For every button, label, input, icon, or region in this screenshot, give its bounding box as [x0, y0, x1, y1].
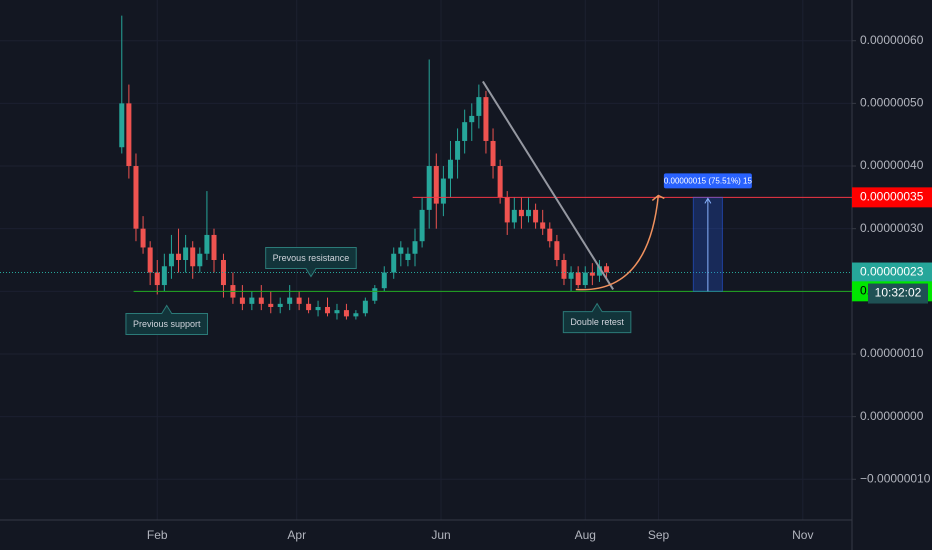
callout-text: Previous support	[133, 319, 201, 329]
candle-body	[483, 97, 489, 141]
callout-box	[562, 302, 632, 334]
x-tick-label: Jun	[431, 528, 450, 542]
candle-body	[391, 253, 397, 273]
callout-text: Prevous resistance	[273, 253, 350, 263]
candle-body	[239, 297, 245, 304]
countdown-bg	[868, 283, 928, 304]
candle-body	[476, 97, 482, 116]
candle-body	[561, 260, 567, 279]
callout-box	[265, 247, 357, 278]
candle-body	[381, 272, 387, 289]
candle-body	[447, 159, 453, 179]
candle-body	[433, 166, 439, 204]
candle-body	[575, 272, 581, 286]
candle-body	[126, 103, 132, 167]
callout: Prevous resistance	[265, 247, 357, 278]
candle-body	[220, 260, 226, 286]
candle-body	[211, 234, 217, 260]
candle-body	[190, 247, 196, 267]
candle-body	[325, 306, 331, 314]
candle-body	[426, 166, 432, 210]
candle-body	[296, 297, 302, 304]
candle-body	[258, 297, 264, 304]
candle-body	[547, 228, 553, 242]
y-tick-label: 0.00000010	[860, 346, 924, 360]
candle-body	[362, 300, 368, 314]
candle-body	[287, 297, 293, 304]
y-tick-label: 0.00000060	[860, 33, 924, 47]
candle-body	[412, 241, 418, 254]
candle-body	[334, 310, 340, 314]
candle-body	[398, 247, 404, 254]
candle-body	[497, 166, 503, 198]
y-tick-label: 0.00000030	[860, 221, 924, 235]
projection-arrow	[575, 195, 660, 291]
candle-body	[168, 253, 174, 267]
candle-body	[455, 140, 461, 160]
x-tick-label: Apr	[287, 528, 306, 542]
candle-body	[469, 115, 475, 123]
candle-body	[554, 241, 560, 260]
candle-body	[197, 253, 203, 267]
candle-body	[277, 303, 283, 307]
candle-body	[249, 297, 255, 304]
candle-body	[154, 272, 160, 286]
candle-body	[372, 288, 378, 301]
candle-body	[589, 272, 595, 276]
callout: Previous support	[125, 304, 208, 335]
candle-body	[147, 247, 153, 273]
x-tick-label: Nov	[792, 528, 813, 542]
candle-body	[462, 122, 468, 141]
candle-body	[604, 266, 610, 273]
x-tick-label: Feb	[147, 528, 168, 542]
y-tick-label: 0.00000000	[860, 409, 924, 423]
callout-box	[125, 304, 208, 335]
price-label: 0.00000035	[860, 190, 924, 204]
candle-body	[518, 209, 524, 217]
candle-body	[133, 166, 139, 229]
candle-body	[119, 103, 125, 148]
candle-body	[315, 306, 321, 311]
candle-body	[533, 209, 539, 223]
candle-body	[268, 303, 274, 307]
candle-body	[161, 266, 167, 286]
candle-body	[511, 209, 517, 223]
candle-body	[526, 209, 532, 217]
x-tick-label: Sep	[648, 528, 670, 542]
candle-body	[353, 313, 359, 317]
price-label-bg	[852, 262, 932, 283]
candle-body	[440, 178, 446, 204]
y-tick-label: 0.00000040	[860, 158, 924, 172]
candle-body	[504, 197, 510, 223]
price-label-bg	[852, 187, 932, 208]
candle-body	[540, 222, 546, 229]
candle-body	[306, 303, 312, 311]
countdown: 10:32:02	[875, 286, 922, 300]
y-tick-label: 0.00000050	[860, 96, 924, 110]
candle-body	[596, 266, 602, 276]
measure-label-bg	[663, 173, 752, 189]
candle-body	[140, 228, 146, 248]
candle-body	[405, 253, 411, 260]
measure-arrow-head	[704, 197, 712, 204]
x-tick-label: Aug	[575, 528, 596, 542]
candle-body	[176, 253, 182, 260]
trendline	[482, 80, 615, 290]
candle-body	[183, 247, 189, 260]
candle-body	[568, 272, 574, 279]
candle-body	[343, 310, 349, 317]
candle-body	[490, 140, 496, 167]
callout-text: Double retest	[570, 317, 624, 327]
candle-body	[582, 272, 588, 286]
y-tick-label: −0.00000010	[860, 471, 931, 485]
callout: Double retest	[562, 302, 632, 334]
measure-label: 0.00000015 (75.51%) 15	[664, 176, 753, 185]
price-label: 0.00000023	[860, 265, 924, 279]
candle-body	[419, 209, 425, 242]
candle-body	[204, 234, 210, 254]
arrow-head	[651, 194, 665, 202]
